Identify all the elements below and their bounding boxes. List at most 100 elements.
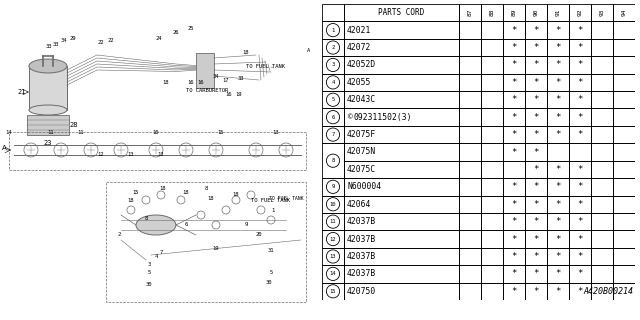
Text: *: * xyxy=(556,130,561,139)
Text: *: * xyxy=(533,148,539,156)
Bar xyxy=(344,230,459,248)
Text: 18: 18 xyxy=(208,196,214,201)
Bar xyxy=(459,74,481,91)
Bar xyxy=(547,91,569,108)
Text: *: * xyxy=(511,182,516,191)
Text: 8: 8 xyxy=(332,158,335,163)
Text: *: * xyxy=(556,26,561,35)
Text: *: * xyxy=(577,182,582,191)
Bar xyxy=(344,4,459,21)
Bar xyxy=(503,248,525,265)
Bar xyxy=(525,4,547,21)
Text: 19: 19 xyxy=(212,245,220,251)
Bar xyxy=(503,265,525,283)
Bar xyxy=(481,126,503,143)
Bar xyxy=(547,108,569,126)
Text: *: * xyxy=(556,217,561,226)
Bar xyxy=(481,213,503,230)
Bar xyxy=(459,265,481,283)
Text: *: * xyxy=(511,217,516,226)
Bar xyxy=(322,143,344,178)
Text: *: * xyxy=(511,130,516,139)
Text: *: * xyxy=(556,269,561,278)
Bar xyxy=(481,265,503,283)
Text: *: * xyxy=(511,200,516,209)
Bar xyxy=(344,143,459,161)
Bar xyxy=(459,108,481,126)
Text: *: * xyxy=(533,269,539,278)
Bar xyxy=(613,248,635,265)
Text: 16: 16 xyxy=(188,79,194,84)
Bar xyxy=(569,4,591,21)
Bar xyxy=(547,21,569,39)
Bar xyxy=(481,143,503,161)
Bar xyxy=(344,74,459,91)
Bar xyxy=(481,56,503,74)
Text: 7: 7 xyxy=(159,250,163,254)
Text: *: * xyxy=(533,26,539,35)
Text: 33: 33 xyxy=(52,42,60,46)
Bar xyxy=(547,196,569,213)
Bar xyxy=(569,39,591,56)
Text: 94: 94 xyxy=(621,9,627,16)
Text: *: * xyxy=(511,78,516,87)
Bar xyxy=(503,91,525,108)
Bar xyxy=(344,108,459,126)
Text: 34: 34 xyxy=(61,38,67,44)
Bar xyxy=(525,248,547,265)
Text: 5: 5 xyxy=(269,270,273,276)
Text: 11: 11 xyxy=(48,131,54,135)
Text: *: * xyxy=(511,252,516,261)
Text: 28: 28 xyxy=(70,122,79,128)
Text: 92: 92 xyxy=(577,9,582,16)
Text: *: * xyxy=(511,269,516,278)
Bar xyxy=(525,196,547,213)
Bar xyxy=(344,91,459,108)
Text: 13: 13 xyxy=(157,153,164,157)
Text: 15: 15 xyxy=(132,189,140,195)
Text: 10: 10 xyxy=(153,131,159,135)
Text: TO FUEL TANK: TO FUEL TANK xyxy=(252,197,291,203)
Bar xyxy=(503,143,525,161)
Bar xyxy=(547,213,569,230)
Text: 15: 15 xyxy=(330,289,336,294)
Bar xyxy=(322,213,344,230)
Text: *: * xyxy=(556,235,561,244)
Text: 14: 14 xyxy=(6,131,12,135)
Bar xyxy=(525,178,547,196)
Bar xyxy=(459,21,481,39)
Text: 4: 4 xyxy=(332,80,335,85)
Bar xyxy=(459,4,481,21)
Text: *: * xyxy=(577,235,582,244)
Bar xyxy=(569,56,591,74)
Text: 42043C: 42043C xyxy=(347,95,376,104)
Bar xyxy=(503,196,525,213)
Text: 42075F: 42075F xyxy=(347,130,376,139)
Text: 91: 91 xyxy=(556,9,561,16)
Bar xyxy=(613,178,635,196)
Bar xyxy=(503,213,525,230)
Bar xyxy=(525,265,547,283)
Text: 26: 26 xyxy=(173,29,179,35)
Bar xyxy=(547,4,569,21)
Bar xyxy=(344,213,459,230)
Bar xyxy=(503,74,525,91)
Text: *: * xyxy=(533,43,539,52)
Text: *: * xyxy=(511,287,516,296)
Text: 42064: 42064 xyxy=(347,200,371,209)
Text: 30: 30 xyxy=(266,281,272,285)
Text: *: * xyxy=(577,287,582,296)
Text: A420B00214: A420B00214 xyxy=(583,287,633,296)
Text: 33: 33 xyxy=(237,76,244,81)
Text: 23: 23 xyxy=(44,140,52,146)
Text: TO CARBURETOR: TO CARBURETOR xyxy=(186,87,228,92)
Text: 092311502(3): 092311502(3) xyxy=(354,113,413,122)
Text: 4: 4 xyxy=(154,254,157,260)
Bar xyxy=(591,91,613,108)
Bar xyxy=(322,230,344,248)
Text: 420750: 420750 xyxy=(347,287,376,296)
Bar xyxy=(481,196,503,213)
Text: 3: 3 xyxy=(147,262,150,268)
Bar xyxy=(547,283,569,300)
Text: 31: 31 xyxy=(268,247,274,252)
